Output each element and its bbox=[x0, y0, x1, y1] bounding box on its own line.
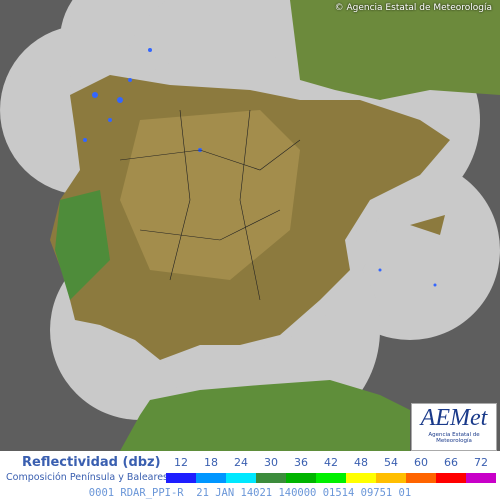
scale-label: 54 bbox=[384, 456, 398, 469]
scale-label: 30 bbox=[264, 456, 278, 469]
scale-label: 60 bbox=[414, 456, 428, 469]
copyright: © Agencia Estatal de Meteorología bbox=[334, 3, 492, 13]
map bbox=[0, 0, 500, 451]
logo: AEMet Agencia Estatal de Meteorología bbox=[411, 403, 497, 451]
scale-label: 18 bbox=[204, 456, 218, 469]
scale-label: 24 bbox=[234, 456, 248, 469]
scale-label: 12 bbox=[174, 456, 188, 469]
logo-subtitle: Agencia Estatal de Meteorología bbox=[428, 432, 480, 444]
scale-color bbox=[436, 473, 466, 483]
scale-color bbox=[226, 473, 256, 483]
legend: Reflectividad (dbz) Composición Penínsul… bbox=[0, 451, 500, 486]
scale-color bbox=[316, 473, 346, 483]
scale-color bbox=[466, 473, 496, 483]
scale-color bbox=[196, 473, 226, 483]
scale-color bbox=[166, 473, 196, 483]
scale-color bbox=[286, 473, 316, 483]
legend-subtitle: Composición Península y Baleares bbox=[6, 472, 168, 483]
scale-label: 48 bbox=[354, 456, 368, 469]
scale-color bbox=[346, 473, 376, 483]
scale-label: 36 bbox=[294, 456, 308, 469]
scale-label: 42 bbox=[324, 456, 338, 469]
scale-label: 66 bbox=[444, 456, 458, 469]
scale-color bbox=[406, 473, 436, 483]
scale-label: 72 bbox=[474, 456, 488, 469]
scale-color bbox=[256, 473, 286, 483]
scale-color bbox=[376, 473, 406, 483]
legend-title: Reflectividad (dbz) bbox=[22, 455, 161, 470]
logo-name: AEMet bbox=[420, 405, 488, 431]
status-line: 0001 RDAR_PPI-R 21 JAN 14021 140000 0151… bbox=[0, 486, 500, 500]
color-scale: 12 18 24 30 36 42 48 54 60 66 72 bbox=[166, 451, 496, 486]
